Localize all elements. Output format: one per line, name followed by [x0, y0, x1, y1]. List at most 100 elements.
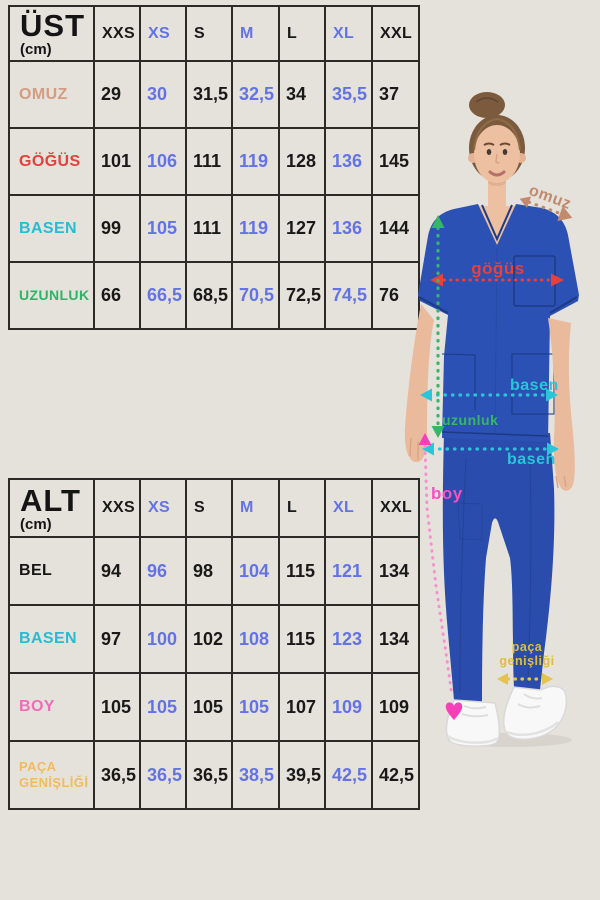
table-row: BASEN 99 105 111 119 127 136 144 — [8, 194, 420, 263]
size-value: 36,5 — [93, 740, 141, 810]
basen-alt-guide-line — [422, 442, 559, 456]
size-value: 128 — [278, 127, 326, 196]
size-value: 31,5 — [185, 60, 233, 129]
size-value: 72,5 — [278, 261, 326, 330]
lips — [488, 170, 506, 177]
size-value: 109 — [324, 672, 373, 742]
column-header-xl: XL — [324, 5, 373, 62]
nose — [495, 153, 500, 164]
annotation-basen-alt: basen — [507, 451, 556, 468]
table-title-cell: ALT (cm) — [8, 478, 95, 538]
eyebrows — [483, 142, 511, 146]
size-value: 32,5 — [231, 60, 280, 129]
annotation-paca-line2: genişliği — [499, 654, 555, 669]
row-label: BEL — [8, 536, 95, 606]
size-value: 66 — [93, 261, 141, 330]
column-header-m: M — [231, 5, 280, 62]
annotation-gogus: göğüs — [471, 259, 525, 278]
table-row: PAÇA GENİŞLİĞİ 36,5 36,5 36,5 38,5 39,5 42,5 42… — [8, 740, 420, 810]
column-header-l: L — [278, 5, 326, 62]
paca-guide-line — [497, 673, 553, 685]
column-header-xl: XL — [324, 478, 373, 538]
annotation-paca-genisligi: paça genişliği — [492, 640, 562, 669]
boy-guide-line — [418, 433, 463, 720]
size-value: 74,5 — [324, 261, 373, 330]
annotation-paca-line1: paça — [511, 640, 543, 654]
column-header-xs: XS — [139, 478, 187, 538]
table-row: OMUZ 29 30 31,5 32,5 34 35,5 37 — [8, 60, 420, 129]
column-header-s: S — [185, 5, 233, 62]
header-row: ÜST (cm) XXS XS S M L XL XXL — [8, 5, 420, 62]
table-unit: (cm) — [20, 515, 52, 533]
table-title-cell: ÜST (cm) — [8, 5, 95, 62]
size-value: 115 — [278, 604, 326, 674]
size-value: 76 — [371, 261, 420, 330]
size-value: 42,5 — [324, 740, 373, 810]
column-header-xs: XS — [139, 5, 187, 62]
size-value: 123 — [324, 604, 373, 674]
table-row: BOY 105 105 105 105 107 109 109 — [8, 672, 420, 742]
model-photo: omuz göğüs basen uzunluk basen boy paça … — [398, 88, 600, 750]
column-header-l: L — [278, 478, 326, 538]
size-table-alt: ALT (cm) XXS XS S M L XL XXL BEL 94 96 98 104 115 12… — [8, 478, 420, 810]
column-header-xxl: XXL — [371, 478, 420, 538]
size-value: 108 — [231, 604, 280, 674]
size-value: 145 — [371, 127, 420, 196]
size-table-ust: ÜST (cm) XXS XS S M L XL XXL OMUZ 29 30 31,5 32,5 3… — [8, 5, 420, 330]
model-head — [468, 92, 526, 183]
size-value: 119 — [231, 194, 280, 263]
size-value: 105 — [185, 672, 233, 742]
table-unit: (cm) — [20, 41, 52, 58]
column-header-xxl: XXL — [371, 5, 420, 62]
row-label: OMUZ — [8, 60, 95, 129]
eye-left — [486, 149, 492, 155]
column-header-xxs: XXS — [93, 478, 141, 538]
size-value: 70,5 — [231, 261, 280, 330]
omuz-guide-line — [519, 196, 573, 221]
size-value: 105 — [139, 194, 187, 263]
front-pocket-right — [511, 353, 555, 415]
size-value: 99 — [93, 194, 141, 263]
size-value: 136 — [324, 194, 373, 263]
eye-right — [502, 149, 508, 155]
size-value: 106 — [139, 127, 187, 196]
size-value: 104 — [231, 536, 280, 606]
size-value: 136 — [324, 127, 373, 196]
size-value: 105 — [231, 672, 280, 742]
size-value: 115 — [278, 536, 326, 606]
size-value: 38,5 — [231, 740, 280, 810]
size-value: 144 — [371, 194, 420, 263]
row-label: GÖĞÜS — [8, 127, 95, 196]
size-value: 121 — [324, 536, 373, 606]
size-value: 127 — [278, 194, 326, 263]
size-value: 39,5 — [278, 740, 326, 810]
column-header-m: M — [231, 478, 280, 538]
annotation-basen-top: basen — [510, 377, 559, 394]
row-label: PAÇA GENİŞLİĞİ — [8, 740, 95, 810]
table-title: ALT — [20, 482, 81, 518]
size-value: 29 — [93, 60, 141, 129]
row-label: BASEN — [8, 604, 95, 674]
size-value: 101 — [93, 127, 141, 196]
size-value: 105 — [93, 672, 141, 742]
size-value: 119 — [231, 127, 280, 196]
annotation-uzunluk: uzunluk — [442, 412, 499, 428]
size-value: 94 — [93, 536, 141, 606]
size-value: 36,5 — [185, 740, 233, 810]
size-value: 111 — [185, 194, 233, 263]
table-row: GÖĞÜS 101 106 111 119 128 136 145 — [8, 127, 420, 196]
size-value: 34 — [278, 60, 326, 129]
size-value: 66,5 — [139, 261, 187, 330]
table-title: ÜST — [20, 8, 85, 43]
row-label: UZUNLUK — [8, 261, 95, 330]
row-label: BOY — [8, 672, 95, 742]
basen-top-guide-line — [420, 388, 558, 402]
column-header-s: S — [185, 478, 233, 538]
header-row: ALT (cm) XXS XS S M L XL XXL — [8, 478, 420, 538]
front-pocket-left — [441, 353, 476, 410]
table-row: BEL 94 96 98 104 115 121 134 — [8, 536, 420, 606]
row-label: BASEN — [8, 194, 95, 263]
scrub-pants — [442, 433, 555, 702]
size-value: 96 — [139, 536, 187, 606]
table-row: UZUNLUK 66 66,5 68,5 70,5 72,5 74,5 76 — [8, 261, 420, 330]
